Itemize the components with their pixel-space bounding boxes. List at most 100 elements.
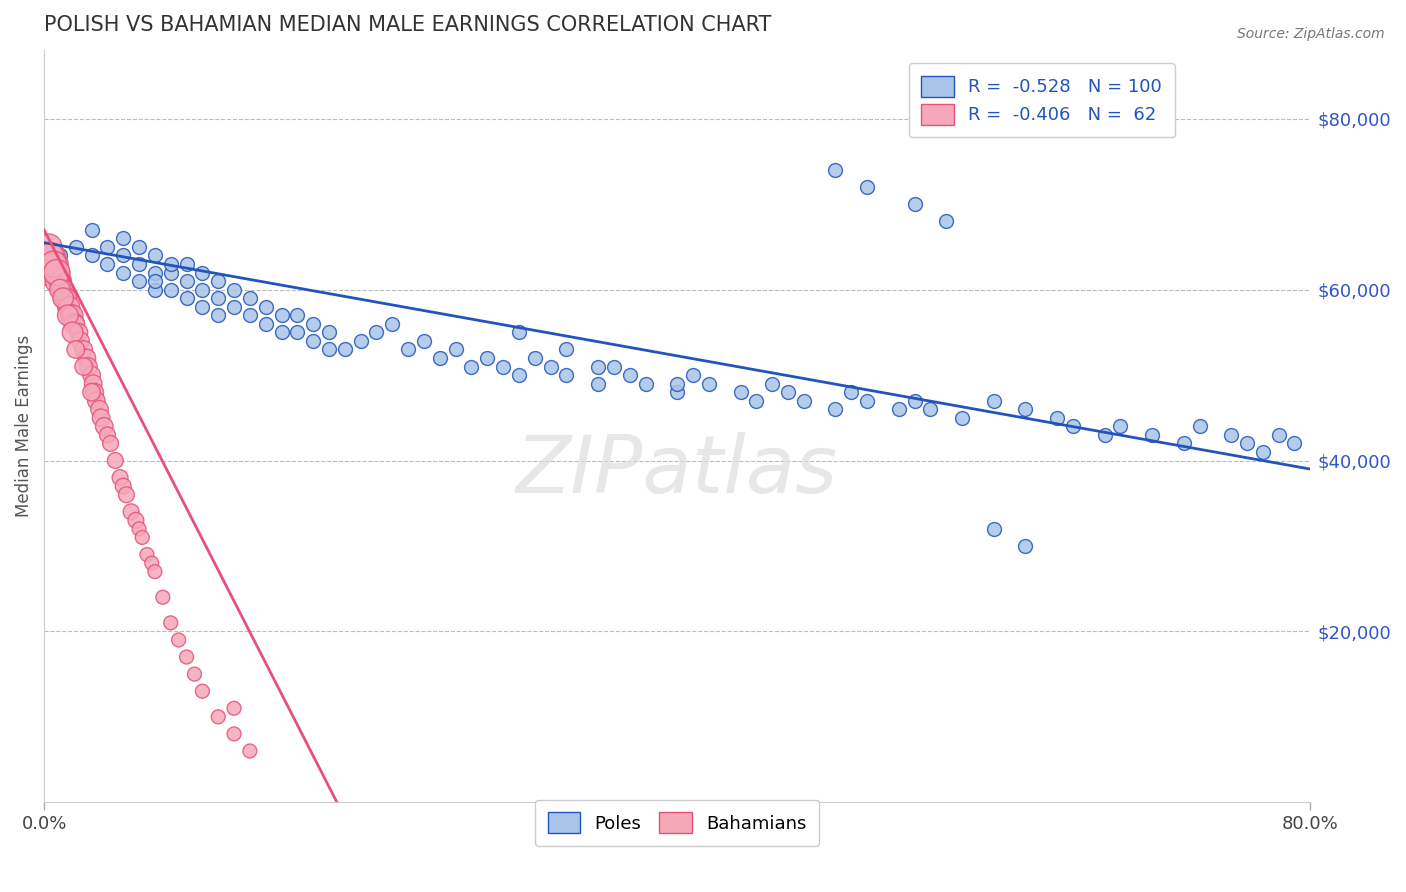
Point <box>49 274 72 288</box>
Point <box>152 591 174 605</box>
Point <box>96 428 118 442</box>
Point <box>80 385 103 400</box>
Point <box>856 180 879 194</box>
Point <box>80 223 103 237</box>
Point <box>143 266 166 280</box>
Point <box>191 300 214 314</box>
Point <box>38 266 60 280</box>
Point <box>285 326 308 340</box>
Point <box>1173 436 1195 450</box>
Point <box>222 283 245 297</box>
Point <box>38 240 60 254</box>
Point <box>65 240 87 254</box>
Point <box>125 513 148 527</box>
Point <box>904 197 927 211</box>
Point <box>120 505 142 519</box>
Point <box>167 632 190 647</box>
Point <box>619 368 641 383</box>
Point <box>239 291 262 305</box>
Point <box>429 351 451 365</box>
Point <box>1251 445 1274 459</box>
Point <box>65 343 87 357</box>
Point <box>112 266 135 280</box>
Point <box>824 402 846 417</box>
Point <box>58 300 80 314</box>
Point <box>730 385 752 400</box>
Point <box>302 317 325 331</box>
Point <box>222 300 245 314</box>
Point <box>207 308 229 322</box>
Point <box>41 248 63 262</box>
Point <box>745 393 768 408</box>
Point <box>270 326 292 340</box>
Point <box>49 248 72 262</box>
Text: POLISH VS BAHAMIAN MEDIAN MALE EARNINGS CORRELATION CHART: POLISH VS BAHAMIAN MEDIAN MALE EARNINGS … <box>44 15 772 35</box>
Point <box>1109 419 1132 434</box>
Point <box>53 291 76 305</box>
Point <box>586 376 609 391</box>
Point <box>1140 428 1163 442</box>
Point <box>983 393 1005 408</box>
Point <box>159 283 181 297</box>
Point <box>508 326 530 340</box>
Point <box>540 359 562 374</box>
Point <box>1014 402 1036 417</box>
Point <box>381 317 404 331</box>
Point <box>302 334 325 348</box>
Point <box>824 163 846 178</box>
Point <box>697 376 720 391</box>
Point <box>96 240 118 254</box>
Point <box>1220 428 1243 442</box>
Point <box>159 615 181 630</box>
Point <box>176 257 198 271</box>
Point <box>128 522 150 536</box>
Point <box>51 283 73 297</box>
Point <box>183 667 205 681</box>
Point <box>65 317 87 331</box>
Point <box>136 548 159 562</box>
Point <box>239 744 262 758</box>
Point <box>333 343 356 357</box>
Point <box>950 410 973 425</box>
Point <box>89 402 111 417</box>
Point <box>56 300 79 314</box>
Y-axis label: Median Male Earnings: Median Male Earnings <box>15 335 32 517</box>
Point <box>112 248 135 262</box>
Point <box>191 684 214 698</box>
Point <box>508 368 530 383</box>
Text: ZIPatlas: ZIPatlas <box>516 433 838 510</box>
Point <box>62 308 84 322</box>
Point <box>682 368 704 383</box>
Point <box>839 385 862 400</box>
Point <box>761 376 783 391</box>
Point <box>55 291 77 305</box>
Point <box>207 710 229 724</box>
Point <box>776 385 799 400</box>
Point <box>52 291 75 305</box>
Point <box>56 308 79 322</box>
Point <box>396 343 419 357</box>
Point <box>159 257 181 271</box>
Point <box>350 334 373 348</box>
Point <box>143 274 166 288</box>
Point <box>112 479 135 493</box>
Point <box>76 351 98 365</box>
Point <box>176 291 198 305</box>
Point <box>460 359 482 374</box>
Point <box>131 530 153 544</box>
Legend: Poles, Bahamians: Poles, Bahamians <box>534 800 820 846</box>
Point <box>63 317 86 331</box>
Point <box>666 376 689 391</box>
Point <box>477 351 499 365</box>
Point <box>60 308 83 322</box>
Point <box>254 317 277 331</box>
Point <box>1046 410 1069 425</box>
Point <box>887 402 910 417</box>
Point <box>39 248 62 262</box>
Point <box>143 248 166 262</box>
Point <box>207 274 229 288</box>
Point <box>104 453 127 467</box>
Point <box>239 308 262 322</box>
Point <box>69 334 91 348</box>
Point <box>90 410 112 425</box>
